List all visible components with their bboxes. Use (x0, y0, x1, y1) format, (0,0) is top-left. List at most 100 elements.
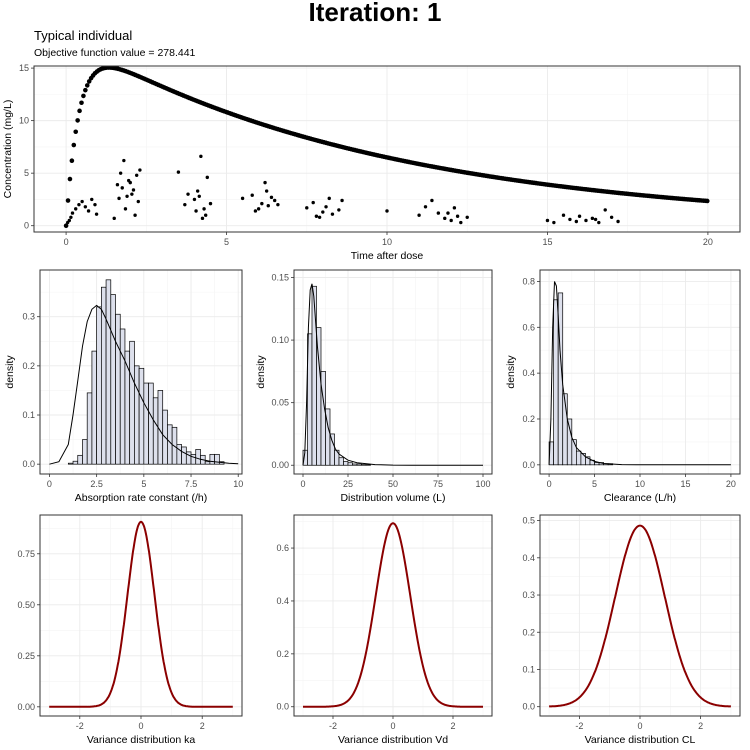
histogram-bar (148, 382, 154, 465)
panel-border (39, 514, 243, 717)
histogram-bar (152, 397, 159, 465)
observation-point (263, 180, 267, 185)
typical-curve-point (69, 158, 75, 163)
observation-point (264, 189, 269, 193)
observation-point (385, 209, 389, 213)
histogram-bar (576, 450, 582, 466)
x-tick-label: -2 (575, 721, 583, 731)
plot-content (49, 520, 233, 708)
observation-point (603, 208, 607, 212)
observation-point (446, 211, 450, 215)
x-tick-label: 10 (635, 479, 645, 489)
y-tick-label: 0.4 (522, 368, 535, 378)
observation-point (208, 201, 213, 206)
typical-curve-point (83, 87, 88, 93)
chart-panel-var-cl: -2 0 2 0.0 0.1 0.2 0.3 0.4 0.5 Variance distribut… (522, 514, 741, 746)
y-axis-label: density (255, 355, 267, 389)
objective-function-label: Objective function value = 278.441 (34, 47, 196, 59)
observation-point (311, 200, 315, 205)
observation-point (561, 213, 566, 217)
observation-point (74, 207, 78, 211)
histogram-bar (329, 433, 335, 466)
y-tick-label: 0 (24, 221, 29, 231)
y-tick-label: 0.0 (22, 459, 35, 469)
y-tick-label: 0.2 (22, 361, 35, 371)
histogram-bar (361, 464, 367, 466)
observation-point (260, 201, 264, 206)
y-tick-label: 15 (19, 63, 29, 73)
panel-border (33, 65, 741, 233)
histogram-bar (365, 464, 371, 466)
observation-point (337, 208, 341, 212)
observation-point (123, 207, 128, 211)
observation-point (118, 171, 123, 175)
page-title: Iteration: 1 (308, 0, 442, 27)
typical-curve-point (704, 198, 710, 204)
observation-point (115, 183, 120, 187)
y-tick-label: 0.2 (276, 649, 289, 659)
observation-point (205, 175, 209, 180)
observation-point (597, 220, 601, 225)
observation-point (122, 158, 126, 163)
observation-point (552, 220, 556, 225)
x-tick-label: -2 (76, 721, 84, 731)
panel-border (293, 269, 493, 475)
y-axis-label: density (505, 355, 517, 389)
y-tick-label: 0.15 (271, 273, 289, 283)
observation-point (112, 216, 116, 221)
y-tick-label: 0.3 (522, 590, 535, 600)
x-tick-label: 50 (388, 479, 398, 489)
plot-content (49, 279, 239, 465)
y-tick-label: 0.3 (22, 312, 35, 322)
typical-curve-point (77, 108, 82, 114)
plot-content (63, 66, 710, 228)
observation-point (590, 216, 595, 221)
observation-point (90, 197, 94, 202)
observation-point (305, 206, 309, 210)
chart-panel-cl-hist: 0 5 10 15 20 0.0 0.2 0.4 0.6 0.8 Clearance (L/h) de… (505, 269, 741, 504)
panel-border (293, 514, 493, 717)
histogram-bar (311, 285, 317, 466)
variance-curve (303, 522, 483, 708)
x-axis-label: Variance distribution CL (585, 734, 696, 746)
observation-point (568, 217, 572, 222)
typical-curve-point (63, 223, 69, 228)
y-tick-label: 0.4 (522, 553, 535, 563)
histogram-bar (72, 460, 79, 465)
observation-point (194, 209, 198, 213)
histogram-bar (204, 461, 211, 465)
y-tick-label: 0.6 (522, 322, 535, 332)
observation-point (131, 188, 136, 192)
observation-point (443, 216, 447, 221)
observation-point (125, 194, 129, 198)
observation-point (545, 218, 550, 223)
observation-point (459, 220, 463, 225)
x-tick-label: 15 (680, 479, 690, 489)
y-tick-label: 0.1 (522, 664, 535, 674)
x-tick-label: 5 (141, 479, 146, 489)
observation-point (584, 218, 588, 223)
observation-point (133, 213, 137, 217)
x-axis-label: Time after dose (351, 250, 424, 262)
observation-point (256, 207, 261, 211)
histogram-bar (86, 392, 93, 465)
typical-curve-point (75, 118, 80, 123)
observation-point (86, 209, 91, 213)
x-tick-label: 0 (138, 721, 143, 731)
typical-curve-point (81, 93, 86, 99)
typical-curve-point (71, 142, 77, 148)
x-axis-label: Distribution volume (L) (340, 492, 445, 504)
observation-point (67, 218, 72, 223)
observation-point (327, 196, 331, 201)
histogram-bar (176, 444, 182, 465)
plot-content (548, 524, 732, 708)
typical-curve-point (65, 198, 71, 203)
observation-point (577, 214, 582, 218)
observation-point (449, 218, 453, 223)
observation-point (266, 204, 270, 208)
y-tick-label: 0.0 (522, 702, 535, 712)
histogram-bar (143, 382, 149, 465)
y-tick-label: 0.1 (22, 410, 35, 420)
x-axis-label: Absorption rate constant (/h) (75, 492, 208, 504)
observation-point (202, 207, 206, 211)
